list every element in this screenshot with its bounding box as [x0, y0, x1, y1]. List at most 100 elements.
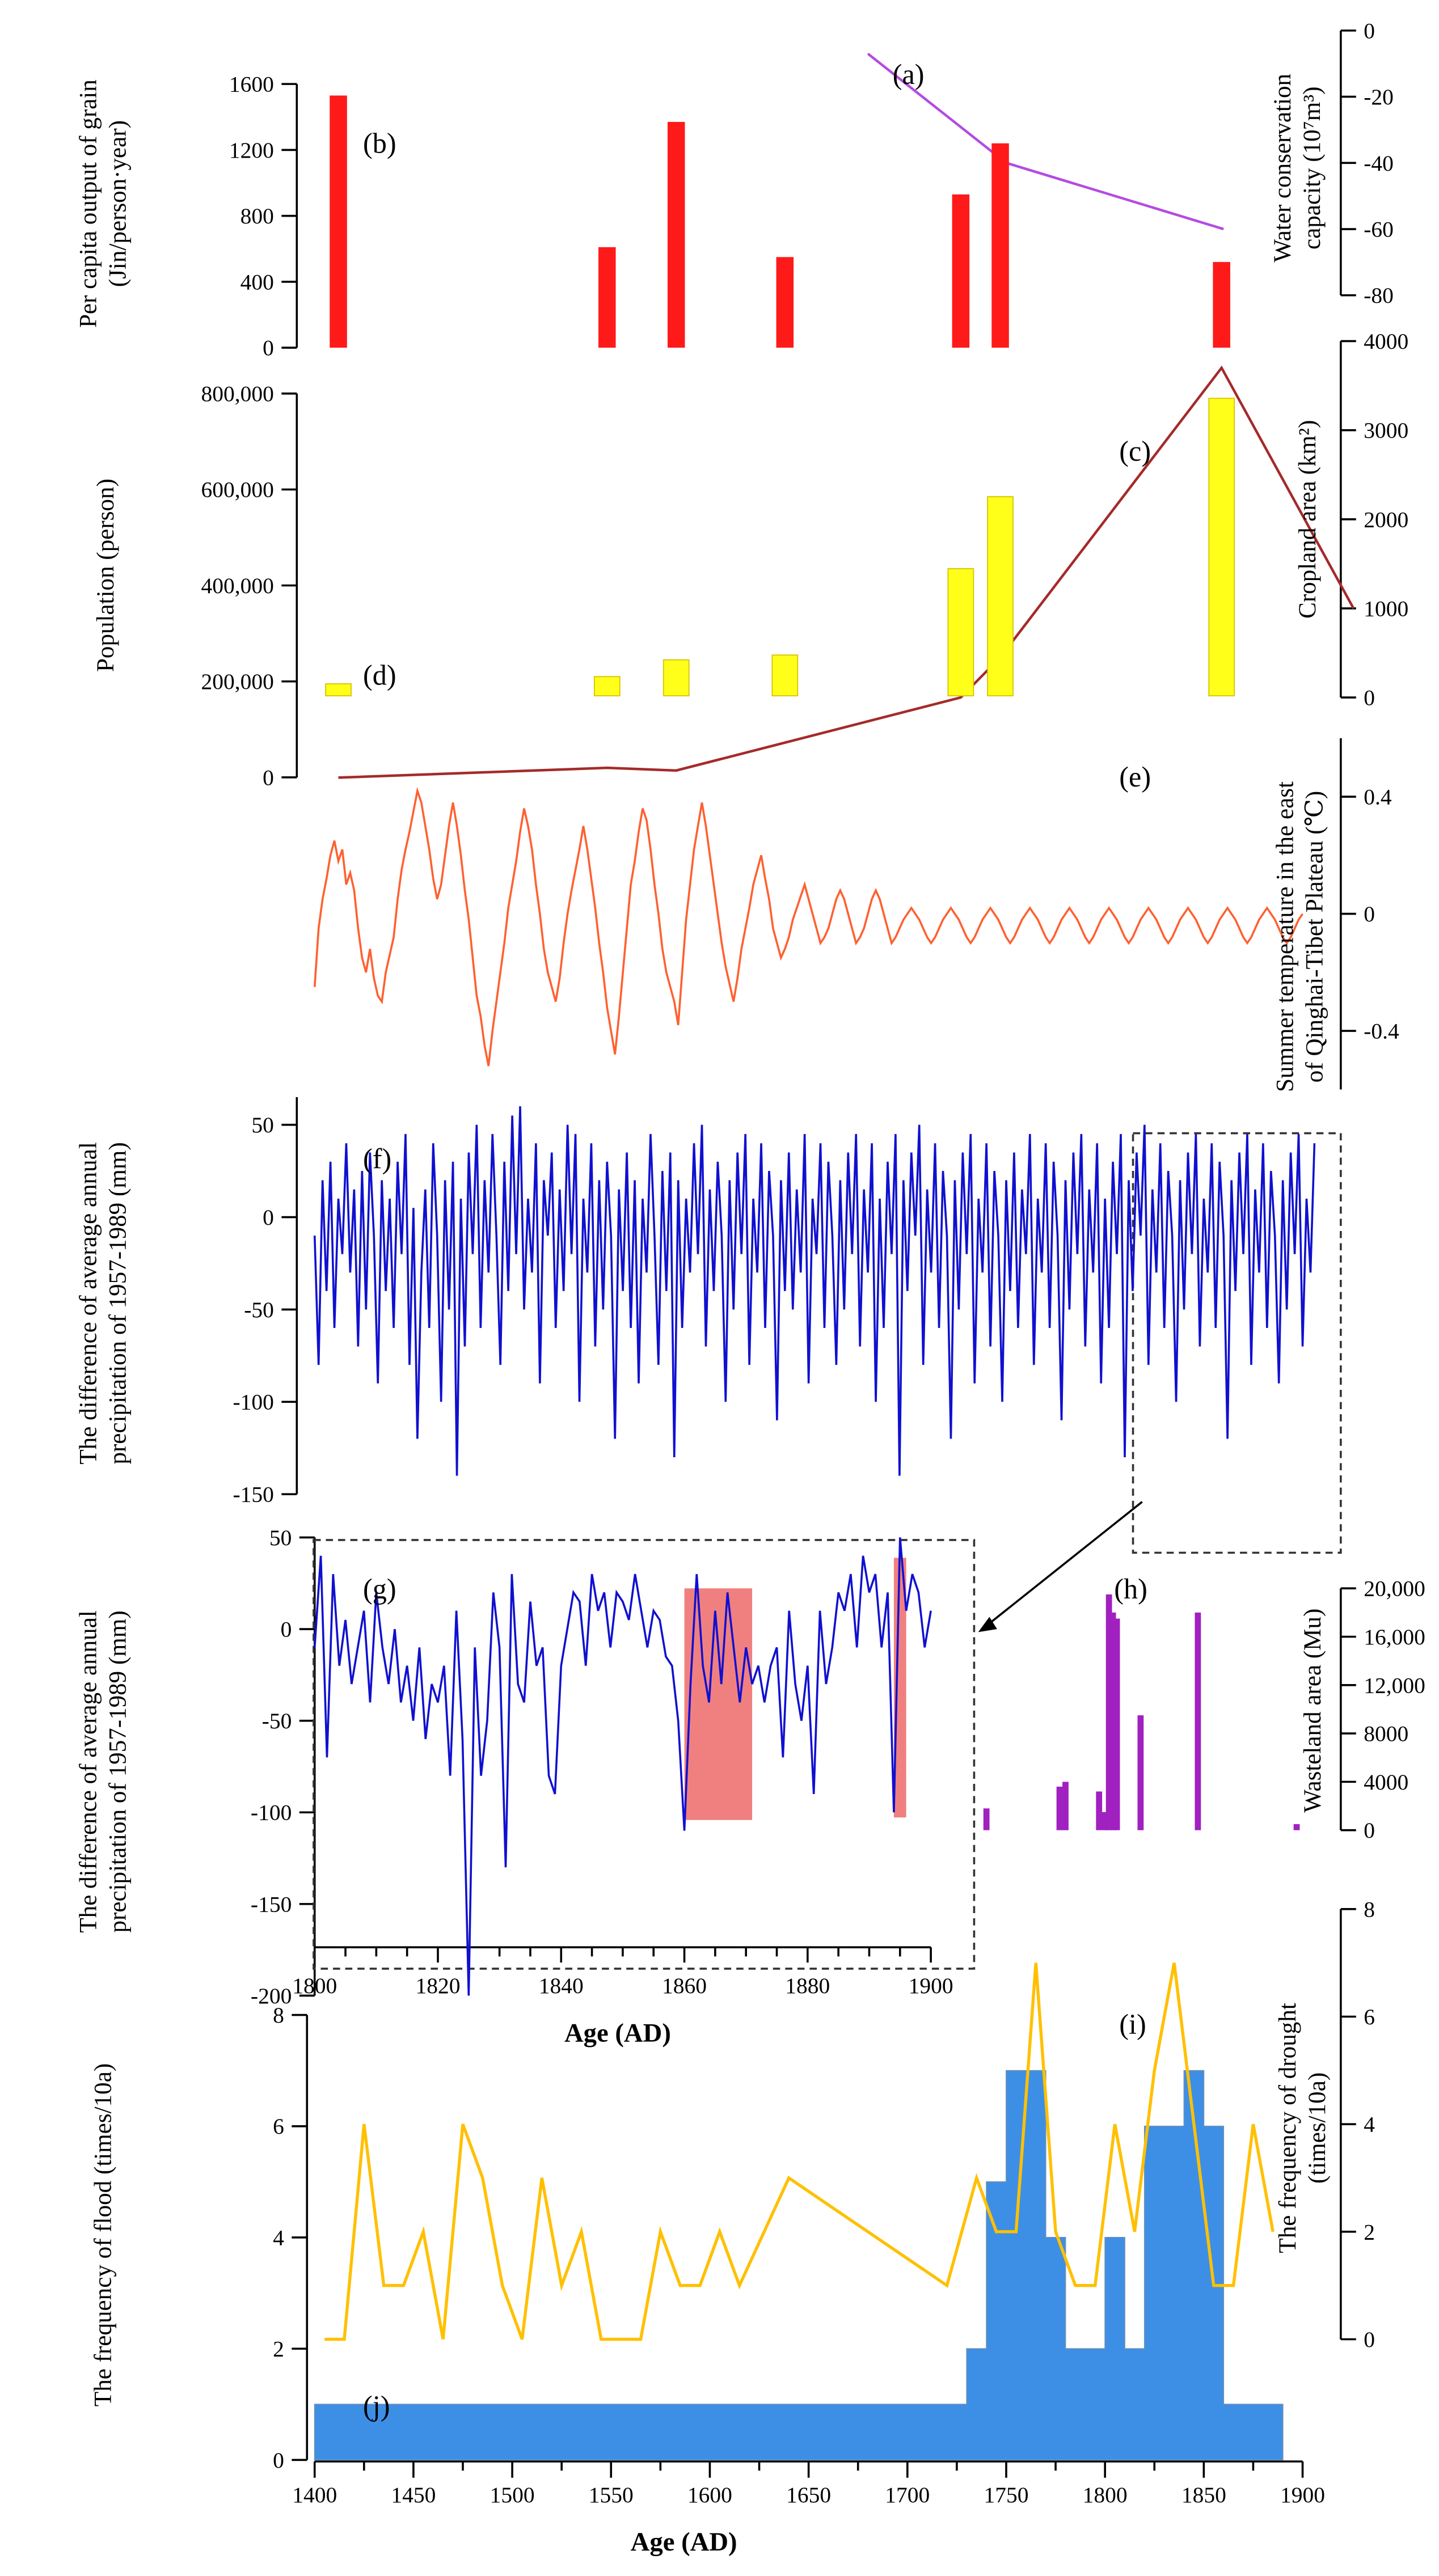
wasteland-bar [983, 1808, 990, 1830]
grain-bar [1213, 262, 1230, 348]
y-tick-label-g: 50 [269, 1525, 292, 1550]
y-axis-title-g: The difference of average annual [75, 1610, 102, 1932]
y-tick-label-j: 4 [273, 2225, 284, 2250]
grain-bar [952, 194, 970, 348]
population-bar [947, 568, 974, 697]
y-tick-label-j: 6 [273, 2114, 284, 2139]
y-tick-label-j: 8 [273, 2003, 284, 2028]
y-tick-label-b: 800 [240, 204, 274, 229]
text-layer: 0-20-40-60-80040080012001600010002000300… [75, 18, 1425, 2557]
wasteland-bar [1137, 1715, 1144, 1830]
wasteland-bar [1113, 1618, 1120, 1830]
population-bar [987, 496, 1014, 697]
panel-label-a: (a) [893, 58, 925, 90]
y-tick-label-i: 6 [1364, 2004, 1375, 2029]
panel-label-i: (i) [1119, 2008, 1146, 2040]
y-axis-title-h: Wasteland area (Mu) [1299, 1609, 1326, 1813]
y-tick-label-a: 0 [1364, 18, 1375, 43]
y-axis-title-j: The frequency of flood (times/10a) [90, 2063, 117, 2406]
y-axis-title-g: precipitation of 1957-1989 (mm) [105, 1610, 132, 1932]
x-tick-label-main: 1400 [292, 2482, 337, 2507]
y-tick-label-g: 0 [281, 1617, 292, 1642]
y-tick-label-h: 20,000 [1364, 1576, 1425, 1601]
y-tick-label-i: 2 [1364, 2219, 1375, 2244]
y-axis-title-f: The difference of average annual [75, 1142, 102, 1464]
y-tick-label-f: -100 [233, 1390, 273, 1415]
x-tick-label-main: 1600 [687, 2482, 732, 2507]
y-tick-label-j: 0 [273, 2448, 284, 2473]
x-tick-label-g: 1880 [785, 1973, 830, 1998]
y-tick-label-j: 2 [273, 2337, 284, 2362]
zoom-arrow-head [978, 1617, 997, 1632]
y-axis-title-i: The frequency of drought [1275, 2003, 1301, 2253]
panel-label-g: (g) [363, 1573, 396, 1605]
x-axis-title-g: Age (AD) [564, 2018, 671, 2048]
y-tick-label-c: 3000 [1364, 418, 1408, 443]
y-tick-label-c: 2000 [1364, 507, 1408, 532]
y-tick-label-e: -0.4 [1364, 1019, 1399, 1044]
x-tick-label-main: 1850 [1181, 2482, 1226, 2507]
y-tick-label-i: 8 [1364, 1897, 1375, 1922]
population-bar [593, 676, 621, 697]
wasteland-bar [1102, 1812, 1108, 1830]
wasteland-bar [1105, 1594, 1112, 1830]
y-tick-label-b: 0 [263, 336, 274, 361]
y-tick-label-h: 4000 [1364, 1770, 1408, 1795]
y-tick-label-d: 200,000 [201, 669, 274, 694]
x-tick-label-main: 1650 [786, 2482, 831, 2507]
y-tick-label-b: 400 [240, 269, 274, 294]
y-tick-label-g: -50 [262, 1708, 292, 1733]
grain-bar [776, 257, 794, 348]
y-axis-title-a: Water conservation [1269, 74, 1296, 263]
x-axis-title-main: Age (AD) [631, 2527, 737, 2557]
panel-label-c: (c) [1119, 435, 1151, 467]
zoom-box-f [1132, 1132, 1342, 1554]
y-tick-label-h: 12,000 [1364, 1673, 1425, 1698]
panel-label-h: (h) [1114, 1573, 1147, 1605]
grain-bar [598, 247, 616, 348]
wasteland-bar [1195, 1612, 1201, 1830]
y-tick-label-b: 1600 [229, 72, 274, 97]
y-tick-label-h: 0 [1364, 1818, 1375, 1843]
panel-label-d: (d) [363, 659, 396, 691]
y-tick-label-d: 800,000 [201, 381, 274, 406]
y-axis-title-b: Per capita output of grain [75, 79, 102, 328]
drought-line [324, 1962, 1275, 2341]
highlight-band [684, 1588, 753, 1820]
panel-label-e: (e) [1119, 761, 1151, 793]
precipitation-line-g [313, 1537, 932, 1996]
y-tick-label-a: -20 [1364, 84, 1394, 109]
annotation-layer [313, 1132, 1342, 1970]
y-tick-label-c: 4000 [1364, 329, 1408, 354]
x-tick-label-g: 1860 [662, 1973, 707, 1998]
y-axis-title-a: capacity (10⁷m³) [1299, 87, 1326, 249]
grain-bar [330, 95, 347, 348]
highlight-band [893, 1558, 906, 1818]
y-axis-title-f: precipitation of 1957-1989 (mm) [105, 1142, 132, 1464]
panel-label-j: (j) [363, 2390, 390, 2422]
panel-label-b: (b) [363, 127, 396, 159]
y-tick-label-d: 400,000 [201, 573, 274, 598]
x-tick-label-g: 1840 [539, 1973, 584, 1998]
y-tick-label-f: 0 [263, 1205, 274, 1230]
y-axis-title-b: (Jin/person·year) [105, 120, 132, 287]
zoom-arrow [981, 1501, 1143, 1630]
y-tick-label-b: 1200 [229, 138, 274, 163]
y-tick-label-a: -60 [1364, 217, 1394, 242]
y-tick-label-f: -50 [244, 1297, 274, 1322]
zoom-box-g [313, 1539, 976, 1970]
y-tick-label-d: 600,000 [201, 477, 274, 502]
y-tick-label-f: -150 [233, 1482, 273, 1507]
y-tick-label-c: 1000 [1364, 596, 1408, 621]
flood-area [314, 2070, 1284, 2461]
population-bar [662, 659, 690, 697]
precipitation-line-f [313, 1106, 1316, 1476]
x-tick-label-g: 1900 [909, 1973, 953, 1998]
y-axis-title-e: Summer temperature in the east [1272, 781, 1298, 1092]
y-tick-label-h: 16,000 [1364, 1625, 1425, 1649]
x-tick-label-main: 1800 [1083, 2482, 1128, 2507]
y-tick-label-h: 8000 [1364, 1721, 1408, 1746]
y-tick-label-a: -80 [1364, 283, 1394, 308]
population-bar [771, 654, 799, 697]
